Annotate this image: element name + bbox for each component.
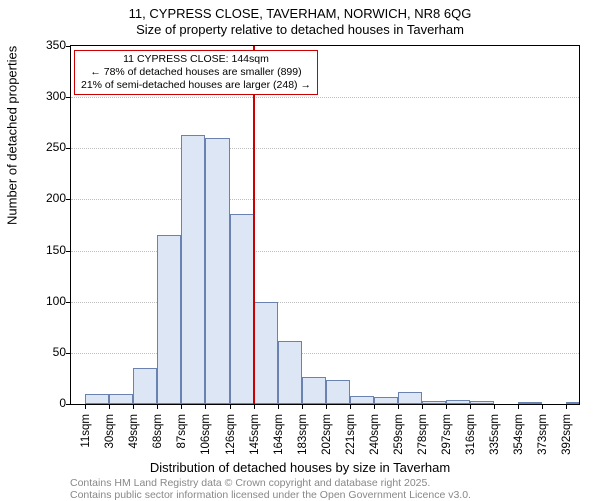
histogram-bar [205,138,230,404]
ytick-label: 300 [16,89,66,103]
histogram-bar [350,396,374,404]
xtick-mark [181,404,182,409]
xtick-mark [542,404,543,409]
annotation-line: 21% of semi-detached houses are larger (… [81,79,311,92]
chart-title-line1: 11, CYPRESS CLOSE, TAVERHAM, NORWICH, NR… [0,6,600,21]
chart-title-line2: Size of property relative to detached ho… [0,22,600,37]
xtick-label: 49sqm [128,414,140,464]
histogram-bar [302,377,326,404]
histogram-bar [254,302,278,404]
xtick-mark [109,404,110,409]
histogram-bar [398,392,422,404]
xtick-mark [422,404,423,409]
annotation-line: ← 78% of detached houses are smaller (89… [81,66,311,79]
histogram-bar [109,394,133,404]
histogram-bar [446,400,470,404]
histogram-bar [326,380,350,404]
xtick-mark [157,404,158,409]
gridline [71,97,579,98]
gridline [71,353,579,354]
xtick-label: 316sqm [465,414,477,464]
ytick-label: 350 [16,38,66,52]
xtick-mark [85,404,86,409]
ytick-mark [66,251,71,252]
ytick-label: 0 [16,396,66,410]
ytick-label: 200 [16,191,66,205]
xtick-mark [446,404,447,409]
xtick-label: 373sqm [537,414,549,464]
plot-area [70,45,580,405]
xtick-label: 278sqm [417,414,429,464]
histogram-bar [181,135,205,404]
annotation-line: 11 CYPRESS CLOSE: 144sqm [81,53,311,66]
xtick-label: 183sqm [297,414,309,464]
xtick-label: 126sqm [225,414,237,464]
xtick-label: 68sqm [152,414,164,464]
ytick-mark [66,148,71,149]
xtick-mark [398,404,399,409]
footer-licence: Contains public sector information licen… [70,489,471,501]
xtick-label: 354sqm [513,414,525,464]
xtick-label: 106sqm [200,414,212,464]
ytick-mark [66,199,71,200]
xtick-mark [494,404,495,409]
x-axis-label: Distribution of detached houses by size … [0,460,600,475]
ytick-mark [66,302,71,303]
xtick-label: 30sqm [104,414,116,464]
xtick-label: 297sqm [441,414,453,464]
xtick-mark [205,404,206,409]
histogram-chart: 11, CYPRESS CLOSE, TAVERHAM, NORWICH, NR… [0,0,600,500]
xtick-label: 240sqm [369,414,381,464]
xtick-label: 145sqm [249,414,261,464]
gridline [71,251,579,252]
xtick-mark [278,404,279,409]
histogram-bar [374,397,398,404]
histogram-bar [422,401,446,404]
footer-copyright: Contains HM Land Registry data © Crown c… [70,477,430,489]
xtick-label: 87sqm [176,414,188,464]
ytick-label: 150 [16,243,66,257]
ytick-mark [66,353,71,354]
xtick-mark [302,404,303,409]
xtick-label: 164sqm [273,414,285,464]
xtick-label: 335sqm [489,414,501,464]
ytick-label: 250 [16,140,66,154]
xtick-mark [518,404,519,409]
xtick-label: 11sqm [80,414,92,464]
xtick-label: 221sqm [345,414,357,464]
xtick-mark [230,404,231,409]
ytick-label: 100 [16,294,66,308]
gridline [71,199,579,200]
annotation-box: 11 CYPRESS CLOSE: 144sqm← 78% of detache… [74,50,318,95]
xtick-label: 202sqm [321,414,333,464]
histogram-bar [566,402,579,404]
ytick-mark [66,97,71,98]
histogram-bar [518,402,542,404]
ytick-mark [66,404,71,405]
xtick-mark [566,404,567,409]
xtick-mark [374,404,375,409]
gridline [71,302,579,303]
histogram-bar [85,394,109,404]
ytick-label: 50 [16,345,66,359]
histogram-bar [157,235,181,404]
gridline [71,148,579,149]
histogram-bar [278,341,302,404]
xtick-mark [133,404,134,409]
xtick-label: 392sqm [561,414,573,464]
reference-line [253,46,255,404]
xtick-mark [254,404,255,409]
xtick-mark [326,404,327,409]
xtick-mark [470,404,471,409]
xtick-label: 259sqm [393,414,405,464]
ytick-mark [66,46,71,47]
histogram-bar [230,214,254,404]
histogram-bar [133,368,157,404]
xtick-mark [350,404,351,409]
histogram-bar [470,401,494,404]
